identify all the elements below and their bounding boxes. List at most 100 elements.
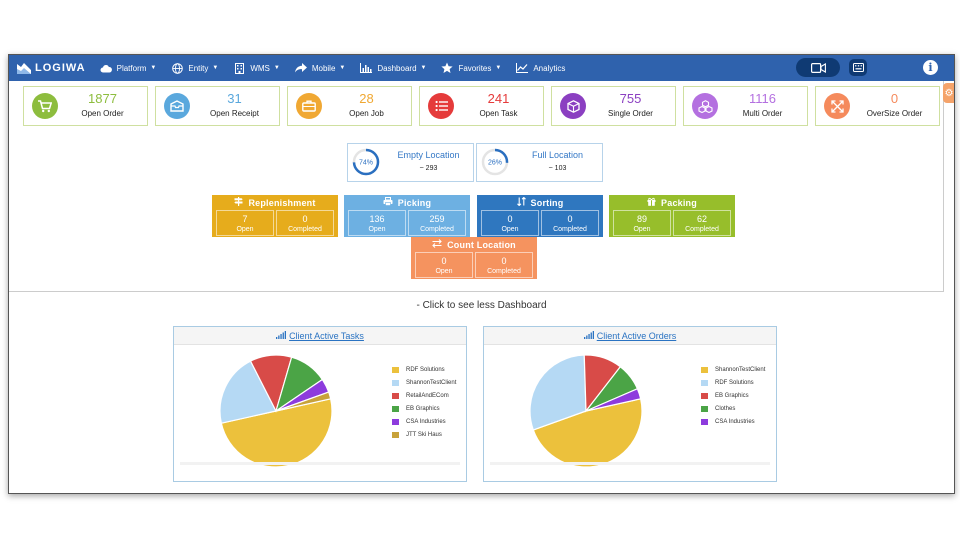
legend-item[interactable]: ShannonTestClient: [701, 363, 765, 376]
kpi-multi-order[interactable]: 1116 Multi Order: [683, 86, 808, 126]
card-footer-bar: [180, 462, 460, 465]
full-location-card[interactable]: 26% Full Location ~ 103: [476, 143, 603, 182]
nav-entity[interactable]: Entity ▼: [171, 62, 218, 74]
completed-value: 0: [567, 213, 573, 224]
completed-count[interactable]: 62 Completed: [673, 210, 731, 236]
info-icon[interactable]: i: [923, 60, 938, 75]
chart-title: Client Active Tasks: [289, 330, 364, 341]
open-value: 89: [636, 213, 647, 224]
nav-platform[interactable]: Platform ▼: [100, 62, 157, 74]
pie-slice-rdf-solutions[interactable]: [529, 354, 587, 431]
kpi-value: 28: [359, 91, 374, 106]
kpi-oversize-order[interactable]: 0 OverSize Order: [815, 86, 940, 126]
legend-swatch: [392, 392, 399, 399]
open-count[interactable]: 89 Open: [613, 210, 671, 236]
open-label: Open: [236, 225, 254, 233]
legend-label: Clothes: [715, 405, 736, 412]
pie-chart: [219, 354, 333, 468]
chart-title-link[interactable]: Client Active Tasks: [174, 327, 466, 345]
legend-item[interactable]: RDF Solutions: [392, 363, 456, 376]
kpi-open-receipt[interactable]: 31 Open Receipt: [155, 86, 280, 126]
legend-label: RetailAndECom: [406, 392, 449, 399]
location-title: Full Location: [531, 150, 584, 160]
nav-wms[interactable]: WMS ▼: [233, 62, 280, 74]
kpi-single-order[interactable]: 755 Single Order: [551, 86, 676, 126]
task-picking[interactable]: Picking 136 Open 259 Completed: [344, 195, 470, 237]
nav-analytics[interactable]: Analytics: [516, 62, 565, 74]
video-button[interactable]: [796, 58, 840, 77]
legend-swatch: [392, 366, 399, 373]
kpi-value: 755: [619, 91, 642, 106]
open-label: Open: [633, 225, 651, 233]
exchange-icon: [432, 239, 442, 250]
kpi-open-job[interactable]: 28 Open Job: [287, 86, 412, 126]
kpi-label: Multi Order: [742, 109, 783, 118]
legend-item[interactable]: CSA Industries: [701, 415, 765, 428]
pie-slice-rdf-solutions[interactable]: [220, 398, 333, 468]
legend-item[interactable]: EB Graphics: [701, 389, 765, 402]
legend-label: CSA Industries: [406, 418, 446, 425]
nav-mobile-label: Mobile: [311, 63, 336, 73]
expand-icon: [824, 93, 850, 119]
task-sorting[interactable]: Sorting 0 Open 0 Completed: [477, 195, 603, 237]
kpi-value: 1877: [88, 91, 117, 106]
completed-label: Completed: [487, 267, 521, 275]
nav-dashboard[interactable]: Dashboard ▼: [360, 62, 426, 74]
chevron-down-icon: ▼: [495, 65, 502, 71]
nav-wms-label: WMS: [250, 63, 270, 73]
nav-favorites[interactable]: Favorites ▼: [441, 62, 501, 74]
open-count[interactable]: 0 Open: [481, 210, 539, 236]
kpi-open-task[interactable]: 241 Open Task: [419, 86, 544, 126]
gauge-arc: [481, 148, 509, 176]
task-title: Count Location: [447, 239, 516, 250]
toggle-dashboard-link[interactable]: - Click to see less Dashboard: [416, 300, 547, 311]
location-title: Empty Location: [397, 150, 460, 160]
legend-item[interactable]: EB Graphics: [392, 402, 456, 415]
completed-count[interactable]: 0 Completed: [475, 252, 533, 278]
task-replenishment[interactable]: Replenishment 7 Open 0 Completed: [212, 195, 338, 237]
legend-item[interactable]: RetailAndECom: [392, 389, 456, 402]
logo-text: LOGIWA: [35, 62, 86, 74]
legend-swatch: [392, 418, 399, 425]
completed-count[interactable]: 259 Completed: [408, 210, 466, 236]
completed-label: Completed: [685, 225, 719, 233]
settings-gear-icon[interactable]: ⚙: [943, 83, 954, 103]
legend-item[interactable]: ShannonTestClient: [392, 376, 456, 389]
keyboard-button[interactable]: [849, 59, 867, 76]
task-count-location[interactable]: Count Location 0 Open 0 Completed: [411, 237, 537, 279]
pie-slice-csa-industries[interactable]: [585, 387, 642, 412]
legend-item[interactable]: CSA Industries: [392, 415, 456, 428]
open-count[interactable]: 7 Open: [216, 210, 274, 236]
completed-count[interactable]: 0 Completed: [276, 210, 334, 236]
open-label: Open: [501, 225, 519, 233]
legend-swatch: [701, 366, 708, 373]
kpi-label: Single Order: [608, 109, 653, 118]
legend-item[interactable]: JTT Ski Haus: [392, 428, 456, 441]
open-value: 0: [507, 213, 513, 224]
logo-icon: [17, 63, 31, 74]
task-packing[interactable]: Packing 89 Open 62 Completed: [609, 195, 735, 237]
legend-label: ShannonTestClient: [715, 366, 766, 373]
pie-slice-jtt-ski-haus[interactable]: [275, 391, 332, 412]
completed-value: 0: [302, 213, 308, 224]
open-count[interactable]: 0 Open: [415, 252, 473, 278]
legend-swatch: [701, 379, 708, 386]
kpi-open-order[interactable]: 1877 Open Order: [23, 86, 148, 126]
chevron-down-icon: ▼: [150, 65, 157, 71]
logo[interactable]: LOGIWA: [17, 62, 86, 74]
chart-title-link[interactable]: Client Active Orders: [484, 327, 776, 345]
nav-mobile[interactable]: Mobile ▼: [294, 62, 345, 74]
legend-label: RDF Solutions: [715, 379, 754, 386]
location-count: ~ 103: [548, 165, 567, 172]
legend-item[interactable]: RDF Solutions: [701, 376, 765, 389]
pie-slice-shannontestclient[interactable]: [219, 360, 277, 424]
nav-favorites-label: Favorites: [458, 63, 492, 73]
legend-item[interactable]: Clothes: [701, 402, 765, 415]
legend-swatch: [392, 379, 399, 386]
open-label: Open: [435, 267, 453, 275]
signal-bars-icon: [276, 330, 287, 341]
completed-count[interactable]: 0 Completed: [541, 210, 599, 236]
card-footer-bar: [490, 462, 770, 465]
open-count[interactable]: 136 Open: [348, 210, 406, 236]
empty-location-card[interactable]: 74% Empty Location ~ 293: [347, 143, 474, 182]
